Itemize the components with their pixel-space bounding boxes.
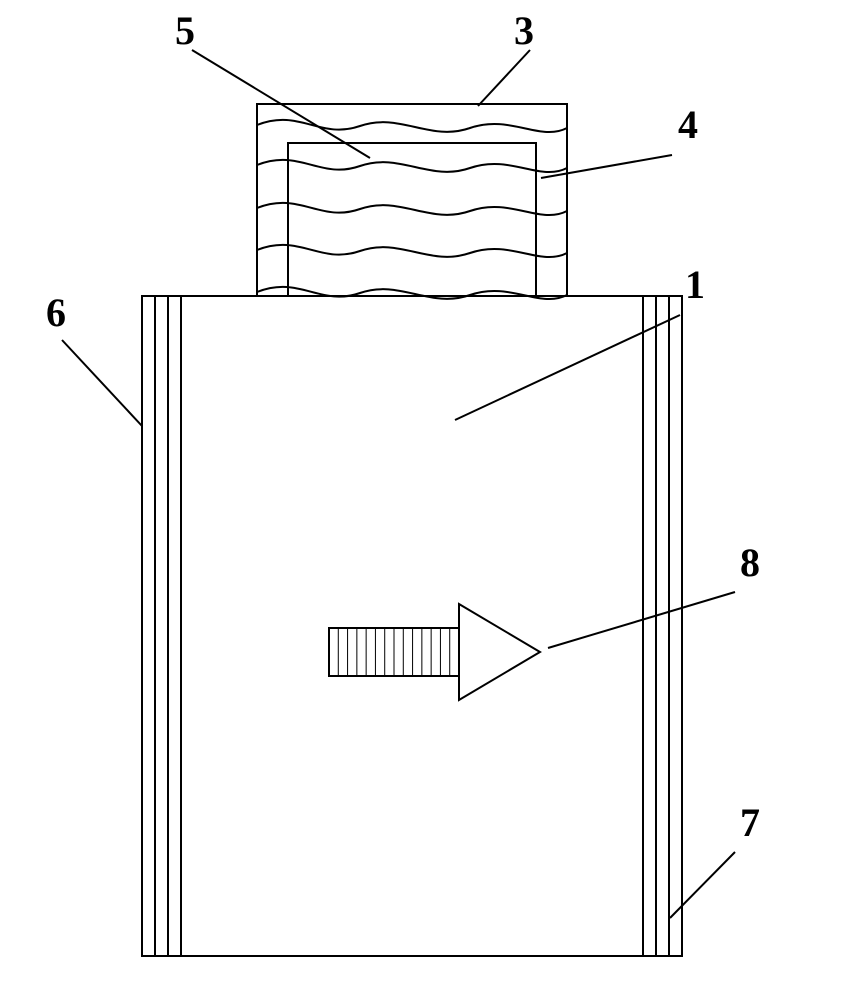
wave-line-5 (257, 287, 567, 299)
wave-line-4 (257, 245, 567, 257)
label-4: 4 (678, 102, 698, 147)
direction-arrow (329, 604, 540, 700)
label-1: 1 (685, 262, 705, 307)
wave-line-2 (257, 160, 567, 172)
label-8: 8 (740, 540, 760, 585)
wave-lines (257, 120, 567, 299)
wave-line-1 (257, 120, 567, 132)
label-7: 7 (740, 800, 760, 845)
leader-3 (478, 50, 530, 106)
label-3: 3 (514, 8, 534, 53)
leader-8 (548, 592, 735, 648)
leader-lines (62, 50, 735, 918)
leader-6 (62, 340, 142, 426)
label-5: 5 (175, 8, 195, 53)
body (155, 296, 669, 956)
label-6: 6 (46, 290, 66, 335)
body-outer (142, 296, 682, 956)
top-cap-outer (257, 104, 567, 296)
leader-1 (455, 315, 680, 420)
labels: 1 3 4 5 6 7 8 (46, 8, 760, 845)
leader-7 (670, 852, 735, 918)
arrow-head (459, 604, 540, 700)
wave-line-3 (257, 203, 567, 215)
leader-4 (541, 155, 672, 178)
